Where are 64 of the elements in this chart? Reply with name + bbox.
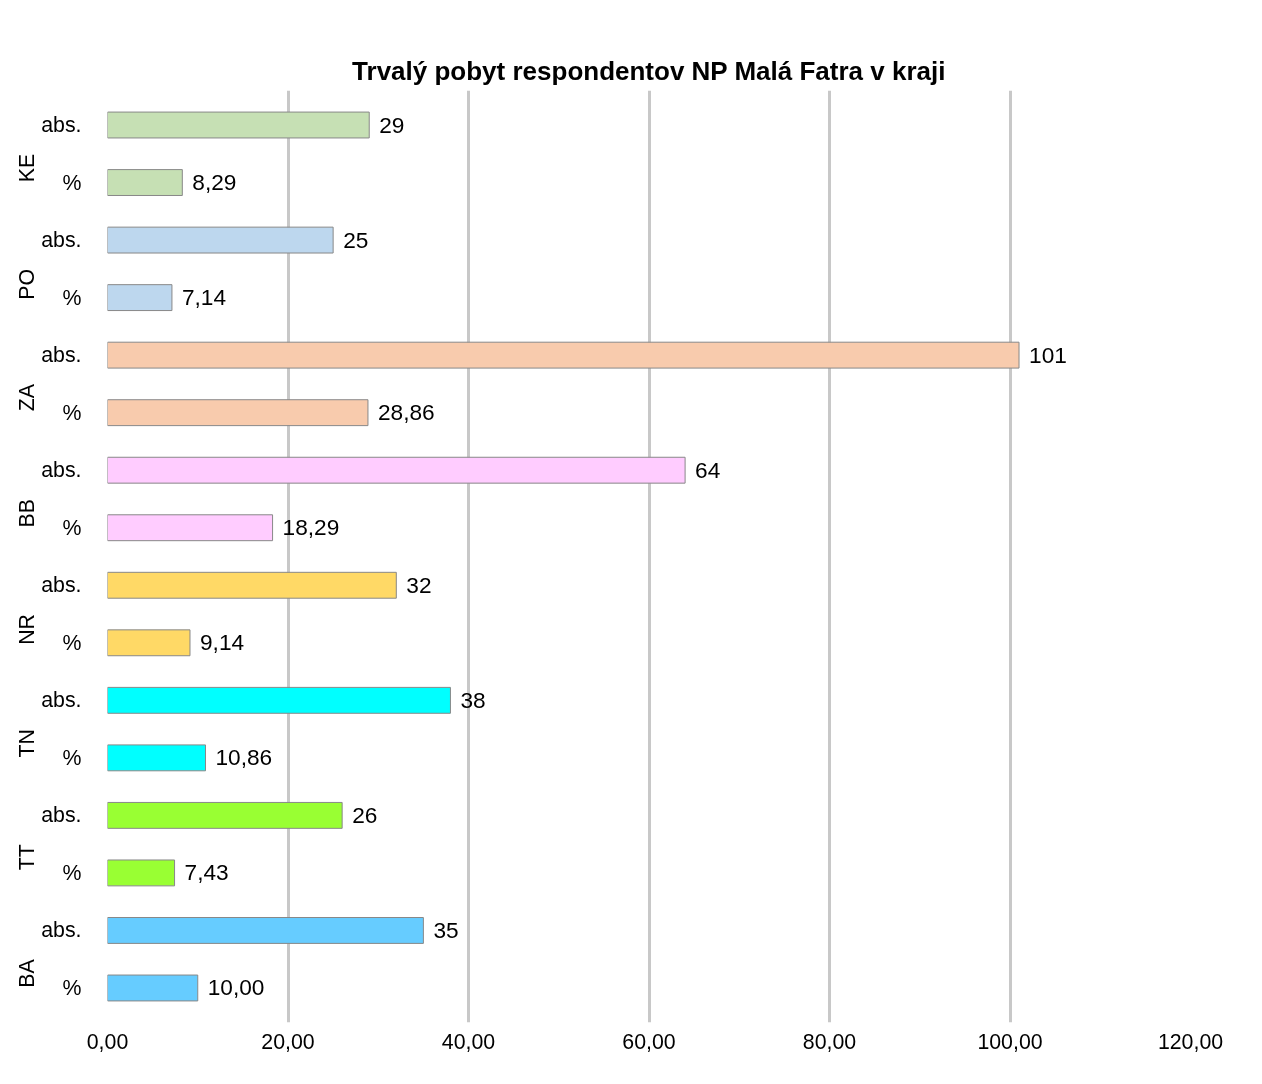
bar [107, 456, 686, 484]
y-tick-label: % [62, 170, 82, 195]
bar [107, 111, 370, 139]
x-tick-label: 100,00 [977, 1029, 1043, 1054]
data-label: 26 [352, 801, 378, 828]
y-tick-label: % [62, 975, 82, 1000]
data-label: 7,14 [181, 284, 227, 311]
bar [107, 686, 451, 714]
bar [107, 801, 343, 829]
y-tick-label: abs. [41, 113, 82, 138]
text: KE [15, 153, 40, 183]
y-tick-label: % [62, 515, 82, 540]
y-tick-label: abs. [41, 228, 82, 253]
data-label: 10,00 [207, 974, 265, 1001]
data-label: 8,29 [192, 169, 237, 196]
data-label: 35 [433, 916, 459, 943]
chart-title: Trvalý pobyt respondentov NP Malá Fatra v kraji [352, 55, 946, 86]
y-tick-label: abs. [41, 458, 82, 483]
data-label: 10,86 [215, 744, 273, 771]
y-tick-label: abs. [41, 573, 82, 598]
y-tick-label: % [62, 745, 82, 770]
y-tick-label: % [62, 860, 82, 885]
text: BA [15, 958, 40, 988]
bar [107, 571, 397, 599]
data-label: 7,43 [184, 859, 229, 886]
text: TN [15, 729, 40, 758]
text: PO [15, 268, 40, 300]
bar [107, 226, 334, 254]
y-tick-label: abs. [41, 918, 82, 943]
text: BB [15, 498, 40, 528]
x-tick-label: 80,00 [802, 1029, 857, 1054]
y-tick-label: abs. [41, 803, 82, 828]
bar [107, 859, 176, 887]
y-tick-label: % [62, 630, 82, 655]
x-tick-label: 60,00 [622, 1029, 676, 1054]
text: TT [15, 844, 40, 871]
data-label: 18,29 [282, 514, 340, 541]
bar [107, 744, 207, 772]
bar [107, 284, 173, 312]
y-tick-label: abs. [41, 343, 82, 368]
bar [107, 917, 424, 944]
y-tick-label: % [62, 285, 82, 310]
text: NR [15, 614, 40, 645]
bar [107, 341, 1020, 369]
y-tick-label: % [62, 400, 82, 425]
y-tick-label: abs. [41, 688, 82, 713]
x-tick-label: 0,00 [86, 1029, 129, 1054]
bar [107, 514, 274, 542]
data-label: 28,86 [377, 399, 435, 426]
data-label: 25 [343, 226, 369, 253]
x-tick-label: 20,00 [261, 1029, 315, 1054]
bar [107, 399, 369, 427]
data-label: 9,14 [199, 629, 245, 656]
data-label: 38 [460, 686, 486, 713]
data-label: 29 [379, 111, 405, 138]
bar [107, 169, 183, 196]
data-label: 32 [406, 571, 432, 598]
data-label: 101 [1029, 341, 1067, 368]
text: ZA [15, 383, 40, 412]
data-label: 64 [695, 456, 721, 483]
x-tick-label: 40,00 [441, 1029, 496, 1054]
x-tick-label: 120,00 [1157, 1029, 1224, 1054]
bar [107, 629, 191, 657]
bar [107, 974, 199, 1002]
